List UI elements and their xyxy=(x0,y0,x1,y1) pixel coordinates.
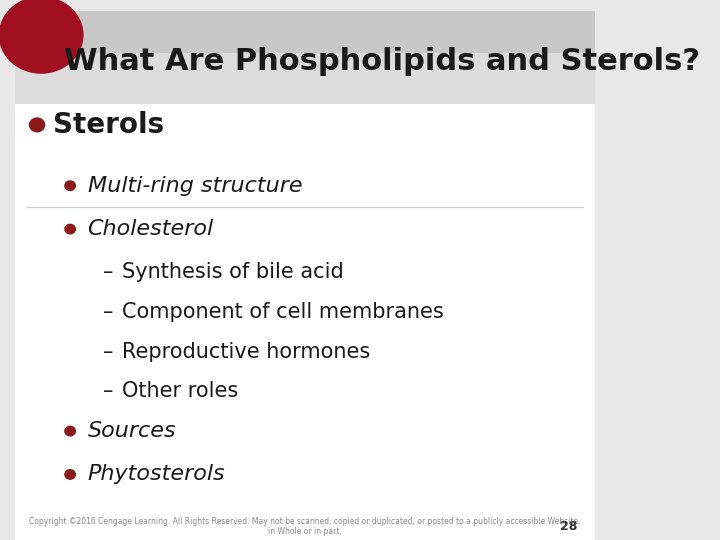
Text: –: – xyxy=(102,262,113,282)
Text: Multi-ring structure: Multi-ring structure xyxy=(88,176,302,195)
Text: –: – xyxy=(102,342,113,362)
Text: What Are Phospholipids and Sterols?: What Are Phospholipids and Sterols? xyxy=(64,47,701,76)
Text: Other roles: Other roles xyxy=(122,381,238,401)
Text: Copyright ©2016 Cengage Learning. All Rights Reserved. May not be scanned, copie: Copyright ©2016 Cengage Learning. All Ri… xyxy=(29,517,580,536)
Text: Reproductive hormones: Reproductive hormones xyxy=(122,342,371,362)
Circle shape xyxy=(65,470,76,479)
Circle shape xyxy=(0,0,83,73)
Text: Cholesterol: Cholesterol xyxy=(88,219,214,239)
Text: 28: 28 xyxy=(560,520,577,534)
Text: Phytosterols: Phytosterols xyxy=(88,464,225,484)
Circle shape xyxy=(30,118,45,132)
FancyBboxPatch shape xyxy=(15,53,595,104)
Text: Synthesis of bile acid: Synthesis of bile acid xyxy=(122,262,344,282)
Text: –: – xyxy=(102,302,113,322)
FancyBboxPatch shape xyxy=(15,104,595,540)
Text: –: – xyxy=(102,381,113,401)
Text: Sterols: Sterols xyxy=(53,111,164,139)
FancyBboxPatch shape xyxy=(15,11,595,104)
Text: Component of cell membranes: Component of cell membranes xyxy=(122,302,444,322)
Circle shape xyxy=(65,181,76,191)
Text: Sources: Sources xyxy=(88,421,176,441)
Circle shape xyxy=(65,224,76,234)
Circle shape xyxy=(65,426,76,436)
